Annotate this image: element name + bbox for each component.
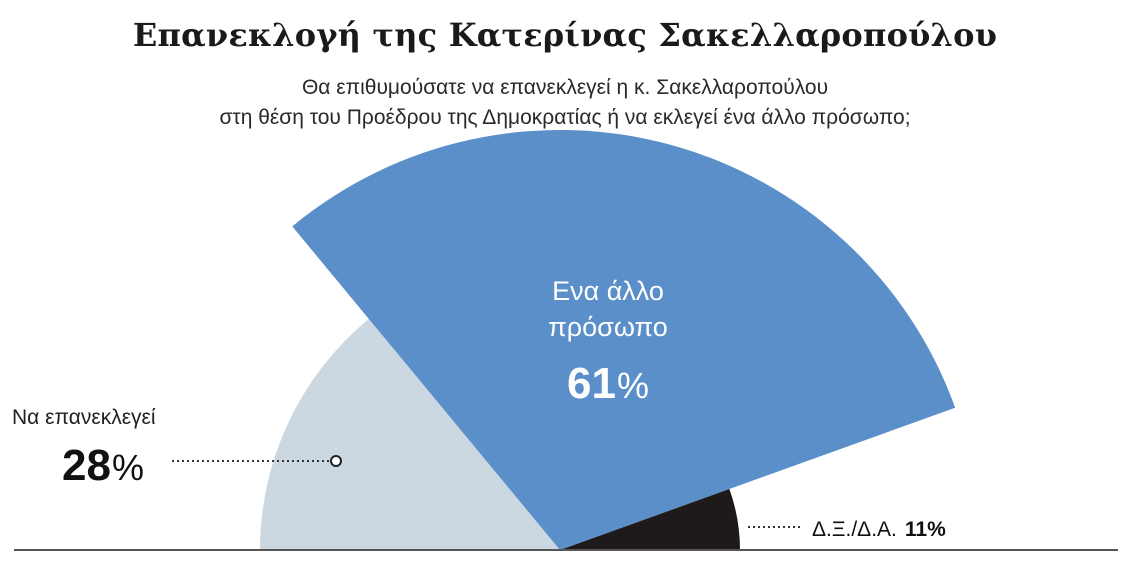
slice-label-dk: Δ.Ξ./Δ.Α. 11% bbox=[812, 518, 946, 541]
chart-title: Επανεκλογή της Κατερίνας Σακελλαροπούλου bbox=[132, 16, 998, 54]
slice-label-reelect: Να επανεκλεγεί bbox=[12, 406, 156, 429]
slice-value-other: 61% bbox=[567, 359, 649, 408]
slice-value-other-unit: % bbox=[617, 365, 649, 406]
slice-value-dk: 11% bbox=[905, 518, 946, 541]
slice-other bbox=[292, 129, 956, 550]
slice-label-dk-name: Δ.Ξ./Δ.Α. bbox=[812, 518, 897, 541]
chart-subtitle-line-2: στη θέση του Προέδρου της Δημοκρατίας ή … bbox=[219, 106, 911, 129]
slice-value-reelect: 28% bbox=[62, 441, 144, 490]
slices-layer bbox=[260, 129, 956, 550]
slice-value-reelect-unit: % bbox=[112, 447, 144, 488]
slice-value-other-number: 61 bbox=[567, 359, 616, 408]
slice-value-reelect-number: 28 bbox=[62, 441, 111, 490]
slice-dk bbox=[560, 489, 740, 550]
slice-label-other-line-1: Ενα άλλο bbox=[552, 276, 664, 306]
leader-dot-reelect bbox=[330, 455, 342, 467]
chart-subtitle-line-1: Θα επιθυμούσατε να επανεκλεγεί η κ. Σακε… bbox=[301, 76, 829, 99]
slice-reelect bbox=[260, 318, 560, 550]
slice-label-other-line-2: πρόσωπο bbox=[548, 312, 668, 342]
